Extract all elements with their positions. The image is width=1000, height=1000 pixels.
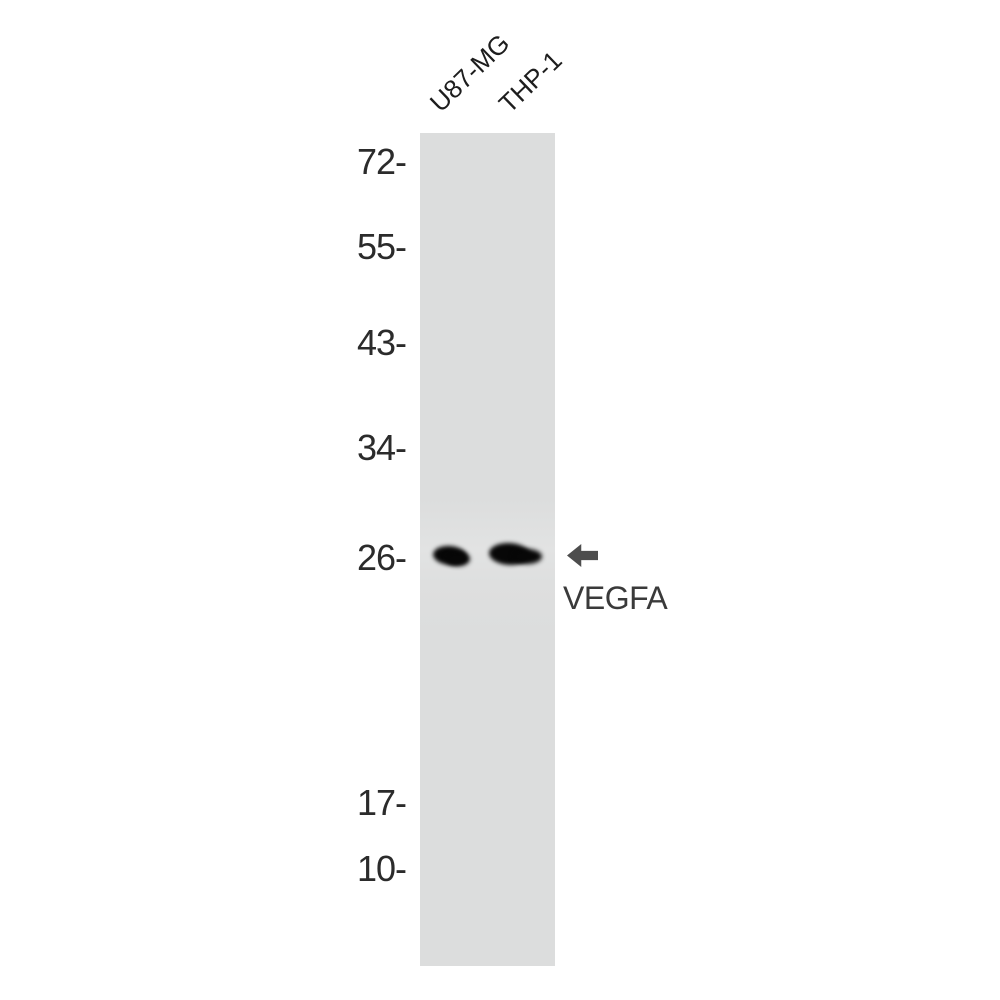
band-lane1-tail xyxy=(446,552,470,566)
mw-marker-43: 43- xyxy=(356,322,407,363)
mw-marker-72: 72- xyxy=(356,141,407,182)
mw-marker-10: 10- xyxy=(356,848,407,889)
mw-marker-26: 26- xyxy=(356,537,407,578)
mw-marker-17: 17- xyxy=(356,782,407,823)
band-lane2-tail xyxy=(513,549,542,564)
mw-marker-55: 55- xyxy=(356,226,407,267)
mw-marker-34: 34- xyxy=(356,427,407,468)
target-protein-label: VEGFA xyxy=(563,580,668,616)
left-arrow-icon xyxy=(567,544,598,567)
blot-strip xyxy=(420,133,555,966)
